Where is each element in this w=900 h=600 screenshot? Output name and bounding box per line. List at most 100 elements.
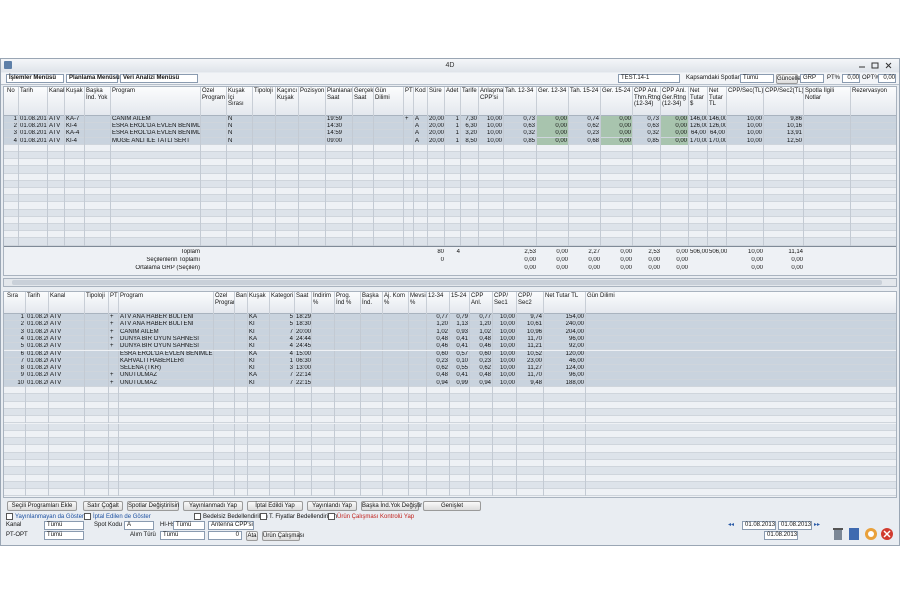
grid-line — [275, 159, 276, 167]
checkbox[interactable]: T. Fiyatlar Bedellendirilsin — [260, 513, 337, 520]
table-cell: 120,00 — [544, 350, 586, 358]
grid-line — [426, 460, 427, 468]
grid-line — [25, 467, 26, 475]
menu[interactable]: İşlemler Menüsü — [6, 74, 64, 83]
action-button[interactable]: Yayınlandı Yap — [307, 501, 357, 511]
table-cell: 0,00 — [537, 130, 569, 138]
grid-line — [269, 481, 270, 490]
table-cell: 0,94 — [427, 379, 450, 387]
action-button[interactable]: Genişlet — [423, 501, 481, 511]
grid-line — [118, 350, 119, 358]
grid-line — [492, 394, 493, 402]
grid-line — [382, 445, 383, 453]
grid-line — [382, 365, 383, 373]
checkbox[interactable]: Bedelsiz Bedellendirilsin — [194, 513, 268, 520]
date-input[interactable]: 01.08.2013 — [764, 531, 798, 540]
checkbox-box[interactable] — [6, 513, 13, 520]
grid-line — [84, 209, 85, 217]
grid-line — [803, 238, 804, 246]
grid-line — [763, 180, 764, 188]
date-input[interactable]: 01.08.2013 — [742, 521, 776, 530]
grid-line — [600, 224, 601, 232]
action-button[interactable]: Başka İnd.Yok Değiştir — [361, 501, 423, 511]
table-cell: 01.08.2013 — [20, 123, 48, 131]
action-button[interactable]: Yayınlanmadı Yap — [183, 501, 243, 511]
title-bar — [1, 59, 899, 72]
table-cell: 01.08.2013 — [20, 130, 48, 138]
checkbox[interactable]: Yayınlanmayan da Göster — [6, 513, 84, 520]
grid-line — [298, 144, 299, 152]
grid-line — [469, 394, 470, 402]
dropdown[interactable]: Tümü — [173, 521, 205, 530]
dropdown[interactable]: Tümü — [160, 531, 205, 540]
table-cell: 0,00 — [661, 130, 689, 138]
action-button[interactable]: Spotlar Değiştirilsin — [127, 501, 180, 511]
scrollbar[interactable] — [3, 278, 897, 287]
dropdown[interactable]: Tümü — [44, 521, 84, 530]
window-controls[interactable] — [856, 61, 896, 70]
checkbox-box[interactable] — [84, 513, 91, 520]
table-cell: 09:00 — [326, 137, 353, 145]
table-cell: 13:00 — [296, 365, 312, 373]
toolbar-icons[interactable] — [832, 527, 896, 541]
button[interactable]: Güncelle — [776, 74, 801, 84]
action-button[interactable]: Satır Çoğalt — [83, 501, 123, 511]
table-row — [4, 445, 896, 453]
input[interactable]: 0,00 — [842, 74, 860, 83]
grid-line — [334, 321, 335, 329]
dropdown[interactable]: Tümü — [44, 531, 84, 540]
grid-line — [108, 489, 109, 497]
table-cell: 19:59 — [326, 116, 353, 123]
table-row — [4, 238, 896, 246]
nav-arrows[interactable]: ◂◂ — [728, 522, 735, 528]
grid-line — [325, 152, 326, 160]
grid-line — [803, 224, 804, 232]
summary-cell: 506,00 — [708, 249, 727, 256]
table-cell: 0,00 — [601, 137, 633, 145]
table-row — [4, 137, 896, 145]
grid-line — [247, 350, 248, 358]
grid-line — [360, 416, 361, 424]
button[interactable]: Ata — [246, 531, 258, 541]
grid-line — [294, 401, 295, 409]
column-header: Net Tutar $ — [689, 87, 708, 116]
table-cell: 06:30 — [296, 357, 312, 365]
table-cell: ATV — [48, 123, 65, 131]
input[interactable]: 0,00 — [878, 74, 896, 83]
menu[interactable]: Veri Analizi Menüsü — [120, 74, 198, 83]
dropdown[interactable]: Tümü — [740, 74, 774, 83]
grid-line — [48, 430, 49, 439]
table-cell: 0,46 — [427, 343, 450, 351]
table-cell: 0,32 — [633, 130, 661, 138]
dropdown[interactable]: GRP — [800, 74, 824, 83]
grid-line — [568, 238, 569, 246]
checkbox[interactable]: Ürün Çalışması Kontrolü Yap — [328, 513, 414, 520]
menu[interactable]: Planlama Menüsü — [66, 74, 120, 83]
checkbox-box[interactable] — [194, 513, 201, 520]
grid-line — [311, 438, 312, 446]
column-header: Tarih — [19, 87, 48, 116]
dropdown[interactable]: Antenna CPP'si — [208, 521, 254, 530]
grid-line — [47, 224, 48, 232]
grid-line — [294, 460, 295, 468]
action-button[interactable]: İptal Edildi Yap — [247, 501, 303, 511]
grid-line — [18, 152, 19, 160]
dropdown[interactable]: A — [124, 521, 154, 530]
table-cell: 18:29 — [296, 314, 312, 321]
table-cell: 0,62 — [470, 365, 493, 373]
grid-line — [460, 159, 461, 167]
checkbox[interactable]: İptal Edilen de Göster — [84, 513, 151, 520]
checkbox-box[interactable] — [328, 513, 335, 520]
grid-line — [294, 430, 295, 439]
grid-line — [632, 202, 633, 210]
checkbox-box[interactable] — [260, 513, 267, 520]
grid-line — [110, 180, 111, 188]
grid-line — [84, 452, 85, 460]
button[interactable]: Ürün Çalışması — [262, 531, 305, 541]
action-button[interactable]: Seçili Programları Ekle — [7, 501, 77, 511]
date-input[interactable]: 01.08.2013 — [778, 521, 812, 530]
nav-arrows[interactable]: ▸▸ — [814, 522, 821, 528]
table-cell: 10,00 — [493, 357, 517, 365]
grid-line — [516, 394, 517, 402]
input[interactable]: 0 — [208, 531, 242, 540]
